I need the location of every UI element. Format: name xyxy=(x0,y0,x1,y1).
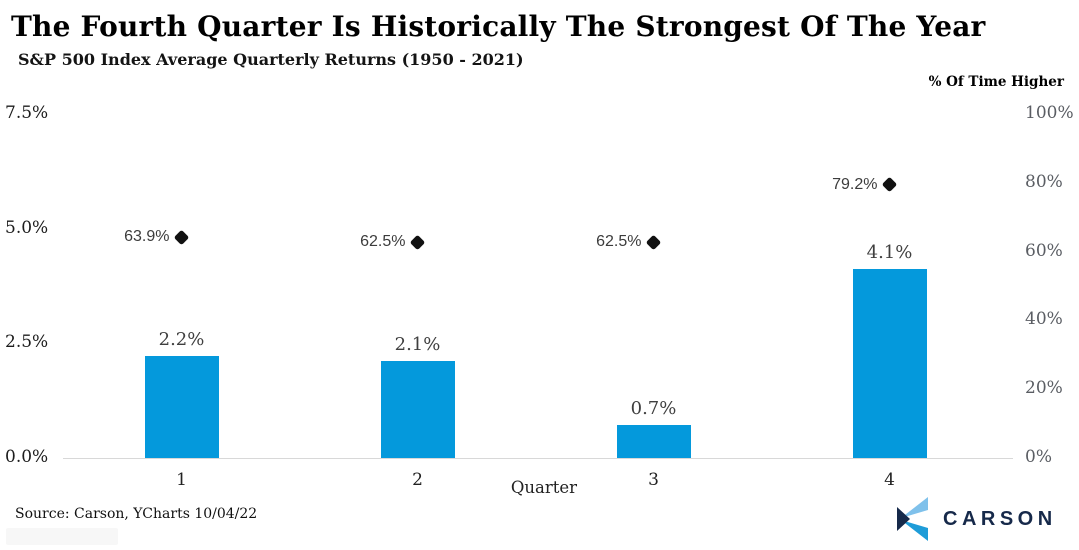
diamond-value-label: 62.5% xyxy=(360,233,406,250)
diamond-value-label: 79.2% xyxy=(832,175,878,193)
diamond-marker xyxy=(409,234,426,250)
x-axis-label: Quarter xyxy=(510,478,578,497)
left-axis-tick: 7.5% xyxy=(5,103,49,123)
bar-quarter-4 xyxy=(852,268,927,458)
x-axis-line xyxy=(63,458,1013,459)
chart-subtitle: S&P 500 Index Average Quarterly Returns … xyxy=(18,50,524,69)
right-axis-tick: 0% xyxy=(1025,447,1052,467)
diamond-value-label: 63.9% xyxy=(124,228,170,246)
bar-quarter-1 xyxy=(144,356,219,458)
bar-value-label: 2.1% xyxy=(394,333,441,355)
diamond-marker xyxy=(645,234,662,250)
right-axis-tick: 100% xyxy=(1025,103,1074,123)
source-note: Source: Carson, YCharts 10/04/22 xyxy=(15,506,258,522)
left-axis-tick: 2.5% xyxy=(5,332,49,353)
carson-logo-text: CARSON xyxy=(943,508,1057,530)
bar-value-label: 4.1% xyxy=(866,241,913,263)
chart-title: The Fourth Quarter Is Historically The S… xyxy=(11,10,986,43)
carson-logo: CARSON xyxy=(896,497,1057,542)
diamond-value-label: 62.5% xyxy=(596,233,642,250)
right-axis-title: % Of Time Higher xyxy=(928,74,1064,90)
diamond-marker xyxy=(881,176,898,193)
right-axis-tick: 60% xyxy=(1025,240,1063,261)
bar-quarter-2 xyxy=(380,360,455,458)
left-axis-tick: 0.0% xyxy=(5,447,49,467)
left-axis-tick: 5.0% xyxy=(5,217,49,238)
x-axis-tick: 1 xyxy=(176,470,187,490)
right-axis-tick: 20% xyxy=(1025,378,1063,399)
x-axis-tick: 4 xyxy=(884,470,895,490)
bar-value-label: 0.7% xyxy=(630,397,677,419)
x-axis-tick: 3 xyxy=(648,470,659,490)
carson-logo-icon xyxy=(897,497,928,541)
bar-value-label: 2.2% xyxy=(158,329,205,351)
bar-quarter-3 xyxy=(616,424,691,458)
x-axis-tick: 2 xyxy=(412,470,423,490)
diamond-marker xyxy=(173,229,190,245)
right-axis-tick: 40% xyxy=(1025,309,1063,330)
watermark-smudge xyxy=(6,528,118,545)
right-axis-tick: 80% xyxy=(1025,171,1063,192)
